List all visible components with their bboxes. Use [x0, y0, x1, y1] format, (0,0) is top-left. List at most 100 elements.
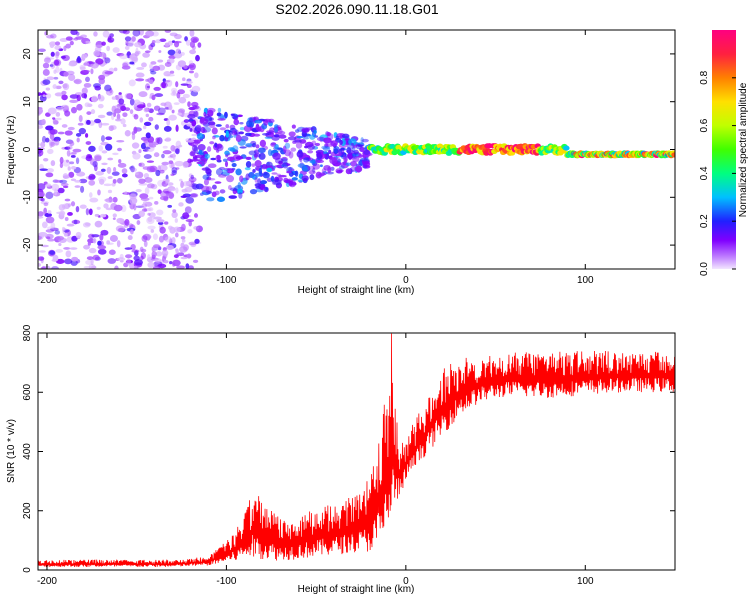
spectral-blob [88, 145, 96, 152]
spectral-blob [224, 150, 230, 156]
spectral-blob [80, 185, 85, 193]
spectral-blob [135, 189, 142, 193]
spectral-blob [225, 124, 230, 129]
spectral-blob [169, 260, 173, 265]
spectral-blob [141, 235, 148, 242]
spectral-blob [107, 258, 117, 264]
spectral-blob [232, 145, 239, 153]
spectral-blob [214, 142, 218, 148]
spectral-blob [175, 148, 180, 155]
spectral-blob [64, 216, 69, 222]
spectral-blob [202, 174, 209, 180]
colorbar: 0.0 0.2 0.4 0.6 0.8 Normalized spectral ampl… [699, 30, 749, 276]
spectral-blob [67, 145, 73, 150]
spectral-blob [186, 253, 192, 259]
spectral-blob [182, 93, 190, 99]
spectral-blob [171, 236, 176, 244]
spectral-blob [166, 244, 174, 250]
spectral-blob [146, 85, 150, 89]
spectral-blob [54, 45, 62, 51]
spectral-blob [238, 192, 243, 199]
spectral-blob [211, 191, 217, 198]
spectral-blob [168, 58, 175, 64]
y-tick-label: 400 [22, 443, 33, 460]
spectral-blob [219, 127, 227, 131]
spectral-blob [61, 94, 68, 101]
spectral-blob [38, 262, 42, 267]
spectral-blob [38, 125, 44, 129]
spectral-blob [293, 139, 303, 143]
spectral-blob [129, 98, 135, 106]
spectral-blob [210, 157, 217, 161]
spectral-blob [195, 154, 204, 159]
spectral-blob [217, 118, 226, 121]
spectral-blob [55, 235, 64, 241]
spectral-blob [235, 168, 242, 176]
spectral-blob [45, 93, 52, 99]
spectral-blob [94, 155, 102, 162]
spectral-blob [274, 143, 279, 150]
spectral-blob [151, 246, 155, 253]
spectral-blob [101, 162, 108, 166]
spectral-blob [163, 80, 171, 83]
spectral-blob [85, 259, 93, 265]
spectral-blob [38, 256, 45, 261]
spectral-blob [170, 87, 178, 93]
spectral-blob [231, 113, 238, 120]
spectral-blob [70, 151, 77, 155]
spectral-blob [78, 115, 83, 123]
spectral-line-segment [671, 152, 675, 158]
spectral-blob [253, 119, 263, 124]
spectral-blob [180, 195, 188, 199]
spectral-blob [95, 40, 103, 49]
spectral-blob [58, 80, 64, 85]
spectral-blob [156, 219, 165, 223]
spectral-blob [159, 169, 165, 174]
spectral-blob [137, 128, 141, 132]
spectral-blob [309, 159, 318, 164]
spectral-blob [160, 190, 169, 198]
spectral-blob [78, 178, 88, 184]
spectral-blob [47, 148, 54, 155]
spectral-blob [294, 170, 299, 177]
spectral-blob [180, 83, 189, 86]
spectral-blob [116, 240, 121, 248]
spectral-blob [80, 34, 87, 38]
spectral-blob [175, 187, 179, 194]
spectral-blob [130, 165, 135, 173]
spectral-blob [88, 263, 96, 269]
spectral-blob [116, 53, 125, 57]
spectral-blob [62, 83, 68, 89]
spectral-blob [284, 179, 291, 184]
y-tick-label: 20 [22, 48, 33, 60]
spectral-blob [151, 94, 156, 101]
spectral-blob [179, 51, 185, 56]
spectral-blob [99, 178, 105, 185]
spectral-blob [62, 175, 70, 179]
spectral-blob [170, 145, 176, 152]
spectral-blob [358, 153, 362, 157]
spectral-blob [161, 161, 170, 166]
spectral-blob [304, 145, 309, 149]
spectral-blob [74, 185, 81, 188]
spectral-blob [268, 118, 275, 123]
spectral-blob [185, 80, 193, 85]
spectral-blob [166, 73, 175, 77]
spectral-blob [76, 171, 86, 177]
spectral-blob [134, 42, 142, 48]
figure-title: S202.2026.090.11.18.G01 [275, 1, 438, 17]
spectral-blob [319, 164, 323, 168]
spectral-blob [207, 163, 217, 169]
spectral-blob [348, 138, 357, 146]
spectral-blob [134, 51, 140, 57]
spectral-blob [208, 177, 216, 181]
spectral-blob [249, 188, 258, 195]
spectral-blob [164, 42, 170, 47]
spectral-blob [88, 61, 95, 65]
spectral-blob [172, 152, 176, 161]
spectral-blob [38, 183, 46, 191]
spectral-blob [361, 138, 369, 143]
spectral-blob [235, 155, 244, 160]
spectral-blob [138, 91, 148, 98]
spectral-blob [155, 251, 163, 257]
